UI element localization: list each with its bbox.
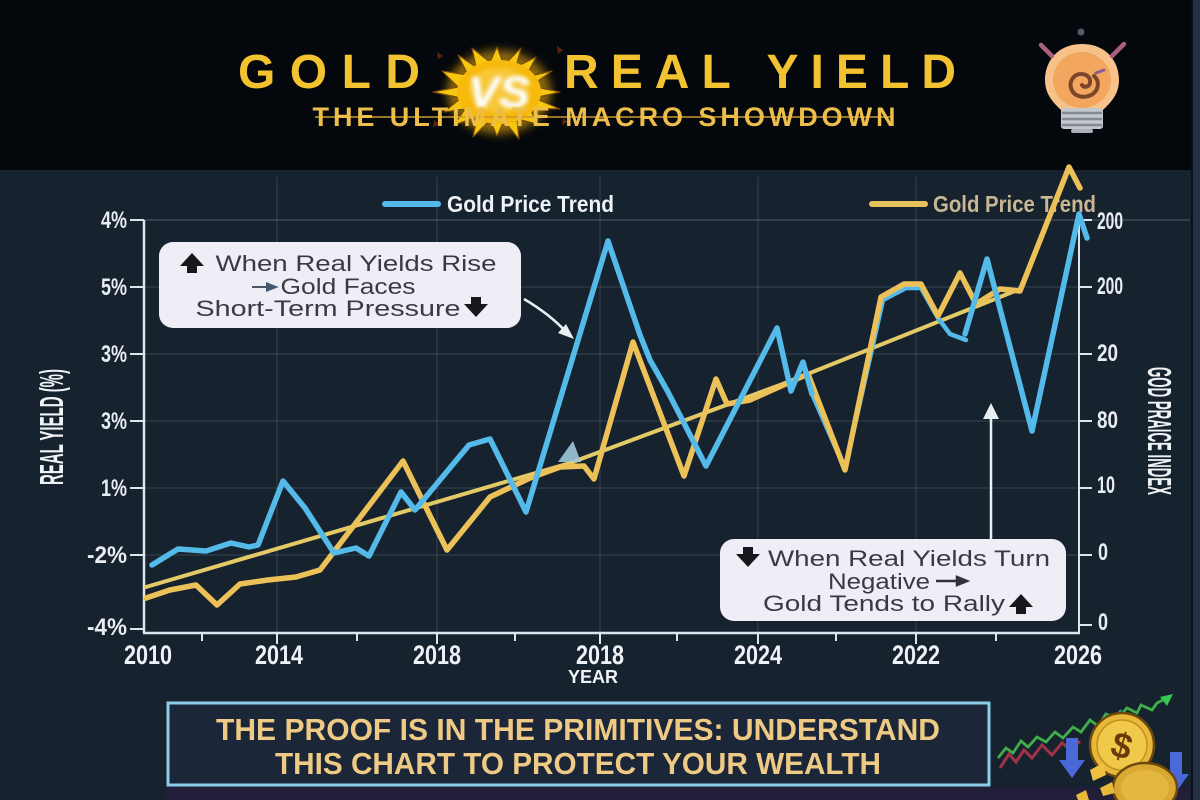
svg-text:THIS CHART TO PROTECT YOUR WEA: THIS CHART TO PROTECT YOUR WEALTH: [275, 746, 881, 781]
svg-text:0: 0: [1098, 609, 1108, 636]
svg-text:-2%: -2%: [87, 542, 127, 569]
svg-text:200: 200: [1097, 273, 1123, 300]
svg-text:1%: 1%: [101, 475, 127, 502]
svg-text:80: 80: [1097, 407, 1118, 434]
svg-text:YEAR: YEAR: [568, 667, 618, 687]
svg-text:2010: 2010: [124, 640, 172, 670]
svg-text:0: 0: [1098, 539, 1108, 566]
svg-text:2018: 2018: [576, 640, 624, 670]
svg-text:2026: 2026: [1054, 640, 1102, 670]
svg-text:3%: 3%: [101, 408, 127, 435]
svg-text:REAL YIELD (%): REAL YIELD (%): [33, 369, 70, 485]
svg-text:Negative: Negative: [828, 569, 930, 594]
svg-text:Gold Price Trend: Gold Price Trend: [933, 191, 1096, 217]
svg-text:10: 10: [1097, 472, 1115, 499]
svg-text:20: 20: [1097, 340, 1118, 367]
svg-text:2022: 2022: [892, 640, 940, 670]
svg-text:2024: 2024: [734, 640, 782, 670]
svg-text:When Real Yields Rise: When Real Yields Rise: [216, 251, 497, 276]
svg-text:-4%: -4%: [87, 614, 127, 641]
svg-text:2018: 2018: [413, 640, 461, 670]
svg-text:When Real Yields Turn: When Real Yields Turn: [768, 546, 1050, 571]
svg-text:Gold Tends to Rally: Gold Tends to Rally: [763, 591, 1005, 616]
svg-text:3%: 3%: [101, 341, 127, 368]
svg-text:Short-Term Pressure: Short-Term Pressure: [196, 296, 461, 321]
svg-text:2014: 2014: [255, 640, 303, 670]
svg-text:Gold Faces: Gold Faces: [281, 274, 416, 299]
svg-text:VS: VS: [468, 68, 530, 117]
svg-text:THE ULTIMATE MACRO SHOWDOWN: THE ULTIMATE MACRO SHOWDOWN: [313, 102, 896, 132]
svg-text:5%: 5%: [101, 274, 127, 301]
svg-text:Gold Price Trend: Gold Price Trend: [447, 191, 614, 217]
svg-text:200: 200: [1097, 208, 1123, 235]
svg-text:4%: 4%: [101, 207, 127, 234]
svg-text:THE PROOF IS IN THE PRIMITIVES: THE PROOF IS IN THE PRIMITIVES: UNDERSTA…: [216, 712, 940, 747]
svg-text:GOD PRAICE INDEX: GOD PRAICE INDEX: [1141, 367, 1178, 495]
